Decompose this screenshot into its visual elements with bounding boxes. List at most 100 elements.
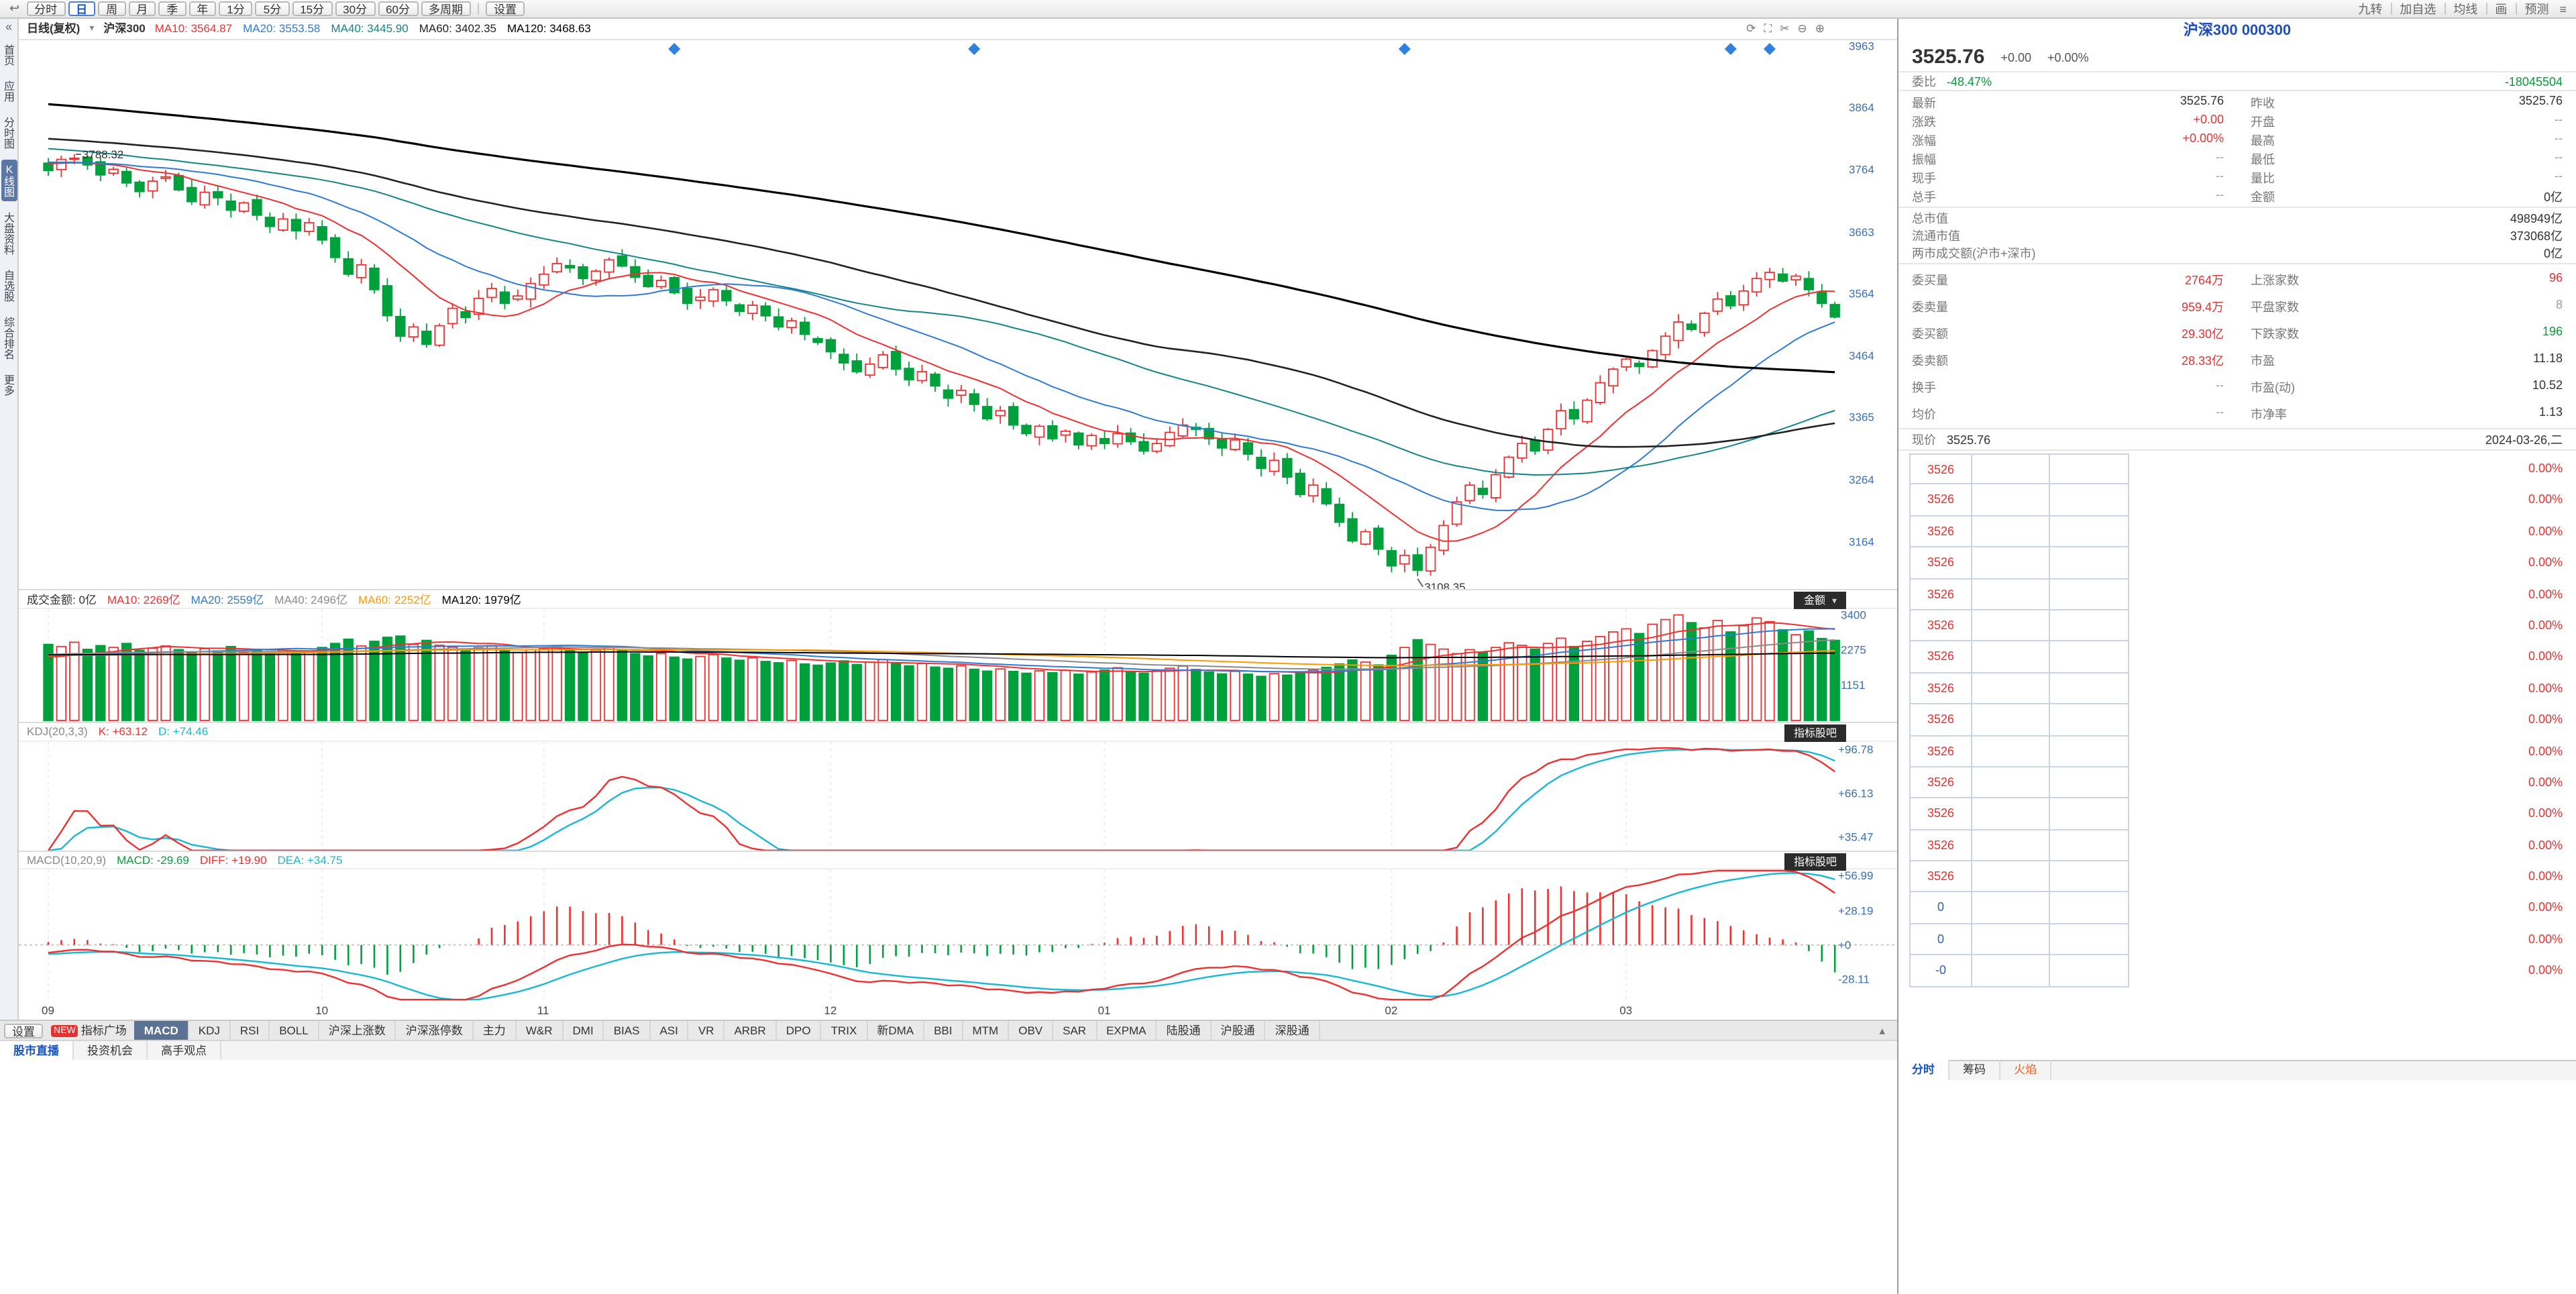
event-marker-icon[interactable] xyxy=(1724,42,1737,55)
symbol-title[interactable]: 沪深300 000300 xyxy=(1898,19,2576,43)
quote-tab-火焰[interactable]: 火焰 xyxy=(2000,1060,2052,1080)
indicator-tab-W&R[interactable]: W&R xyxy=(517,1020,564,1040)
candlesticks[interactable] xyxy=(43,154,1840,576)
period-button-设置[interactable]: 设置 xyxy=(486,1,525,16)
indicator-tab-ARBR[interactable]: ARBR xyxy=(724,1020,777,1040)
indicator-tab-OBV[interactable]: OBV xyxy=(1009,1020,1054,1040)
macd-pane[interactable]: +56.99 +28.19 +0 -28.11 xyxy=(19,869,1897,1002)
macd-title[interactable]: MACD(10,20,9) xyxy=(27,853,107,867)
zoom-out-icon[interactable]: ⊖ xyxy=(1797,21,1807,35)
period-button-1分[interactable]: 1分 xyxy=(219,1,253,16)
quote-tab-筹码[interactable]: 筹码 xyxy=(1949,1060,2001,1080)
sidebar-item-应用[interactable]: 应用 xyxy=(3,80,15,102)
ma20-line xyxy=(48,161,1835,511)
content-tab-高手观点[interactable]: 高手观点 xyxy=(148,1040,222,1061)
auction-price: 3526 xyxy=(1911,579,1972,609)
indicator-tab-沪深上涨数[interactable]: 沪深上涨数 xyxy=(319,1020,396,1040)
indicator-forum-label: 指标股吧 xyxy=(1794,726,1837,739)
menu-icon[interactable]: ≡ xyxy=(2559,2,2567,15)
event-marker-icon[interactable] xyxy=(1398,42,1411,55)
indicator-tab-RSI[interactable]: RSI xyxy=(231,1020,270,1040)
zoom-in-icon[interactable]: ⊕ xyxy=(1815,21,1825,35)
sidebar-item-分时图[interactable]: 分时图 xyxy=(3,117,15,149)
cut-icon[interactable]: ✂ xyxy=(1780,21,1790,35)
kdj-pane[interactable]: +96.78 +66.13 +35.47 xyxy=(19,741,1897,852)
indicator-tab-BOLL[interactable]: BOLL xyxy=(270,1020,319,1040)
period-button-周[interactable]: 周 xyxy=(98,1,126,16)
period-button-分时[interactable]: 分时 xyxy=(26,1,66,16)
collapse-sidebar-icon[interactable]: « xyxy=(5,20,12,34)
sidebar-item-K线图[interactable]: K线图 xyxy=(1,160,17,201)
indicator-tab-深股通[interactable]: 深股通 xyxy=(1266,1020,1320,1040)
content-tab-投资机会[interactable]: 投资机会 xyxy=(74,1040,148,1061)
indicator-tab-EXPMA[interactable]: EXPMA xyxy=(1097,1020,1157,1040)
indicator-tab-沪股通[interactable]: 沪股通 xyxy=(1212,1020,1266,1040)
ma60-line xyxy=(48,138,1835,448)
amount-dropdown[interactable]: 金额 ▾ xyxy=(1794,592,1846,610)
period-mode-label[interactable]: 日线(复权) xyxy=(27,21,80,36)
collapse-indicator-icon[interactable]: ▴ xyxy=(1879,1023,1885,1036)
symbol-label[interactable]: 沪深300 xyxy=(103,21,146,36)
volume-pane[interactable]: 3400 2275 1151 xyxy=(19,609,1897,723)
time-axis: 09 10 11 12 01 02 03 xyxy=(19,1001,1897,1020)
event-marker-icon[interactable] xyxy=(668,42,681,55)
indicator-forum-button[interactable]: 指标股吧 xyxy=(1784,853,1846,871)
period-button-多周期[interactable]: 多周期 xyxy=(421,1,472,16)
indicator-tab-SAR[interactable]: SAR xyxy=(1053,1020,1097,1040)
indicator-tab-BIAS[interactable]: BIAS xyxy=(604,1020,651,1040)
quote-row: 均价 -- 市净率 1.13 xyxy=(1898,400,2576,427)
period-button-5分[interactable]: 5分 xyxy=(255,1,290,16)
auction-row: 3526 0.00% xyxy=(1909,830,2568,862)
event-marker-icon[interactable] xyxy=(968,42,981,55)
tool-button-画[interactable]: 画 xyxy=(2495,3,2508,16)
quote-tab-分时[interactable]: 分时 xyxy=(1898,1060,1950,1080)
tool-button-预测[interactable]: 预测 xyxy=(2524,3,2549,16)
tool-button-九转[interactable]: 九转 xyxy=(2358,3,2383,16)
price-pane[interactable]: 3963 3864 3764 3663 3564 3464 3365 3264 3164 3788… xyxy=(19,40,1897,591)
refresh-icon[interactable]: ⟳ xyxy=(1746,21,1756,35)
indicator-plaza-button[interactable]: NEW 指标广场 xyxy=(43,1022,135,1038)
indicator-forum-button[interactable]: 指标股吧 xyxy=(1784,724,1846,742)
period-button-30分[interactable]: 30分 xyxy=(335,1,376,16)
period-button-月[interactable]: 月 xyxy=(128,1,156,16)
content-tab-股市直播[interactable]: 股市直播 xyxy=(0,1040,74,1061)
indicator-tab-DPO[interactable]: DPO xyxy=(777,1020,822,1040)
sidebar-item-综合排名[interactable]: 综合排名 xyxy=(3,317,15,360)
indicator-tab-TRIX[interactable]: TRIX xyxy=(822,1020,868,1040)
tool-button-均线[interactable]: 均线 xyxy=(2453,3,2478,16)
auction-cell xyxy=(2050,736,2128,766)
period-button-日[interactable]: 日 xyxy=(68,1,96,16)
indicator-tab-KDJ[interactable]: KDJ xyxy=(189,1020,231,1040)
auction-cell xyxy=(2050,767,2128,798)
sidebar-item-大盘资料[interactable]: 大盘资料 xyxy=(3,212,15,255)
auction-row: 3526 0.00% xyxy=(1909,736,2568,767)
back-arrow-icon[interactable]: ↩ xyxy=(9,1,20,15)
period-button-年[interactable]: 年 xyxy=(189,1,217,16)
indicator-tab-DMI[interactable]: DMI xyxy=(564,1020,604,1040)
indicator-tab-沪深涨停数[interactable]: 沪深涨停数 xyxy=(396,1020,474,1040)
indicator-settings-button[interactable]: 设置 xyxy=(4,1023,44,1038)
auction-grid: 3526 xyxy=(1909,484,2129,517)
tool-button-加自选[interactable]: 加自选 xyxy=(2400,3,2436,16)
sidebar-item-自选股[interactable]: 自选股 xyxy=(3,270,15,302)
indicator-tab-MACD[interactable]: MACD xyxy=(134,1020,189,1040)
ma-legend: MA10: 3564.87 MA20: 3553.58 MA40: 3445.90 M… xyxy=(155,22,591,36)
indicator-tab-VR[interactable]: VR xyxy=(689,1020,725,1040)
auction-price: 3526 xyxy=(1911,610,1972,641)
field-value: 8 xyxy=(2555,297,2563,311)
event-marker-icon[interactable] xyxy=(1764,42,1776,55)
field-value: 373068亿 xyxy=(2510,229,2563,243)
sidebar-item-首页[interactable]: 首页 xyxy=(3,44,15,66)
indicator-tab-MTM[interactable]: MTM xyxy=(963,1020,1010,1040)
period-button-季[interactable]: 季 xyxy=(158,1,186,16)
indicator-tab-主力[interactable]: 主力 xyxy=(474,1020,517,1040)
indicator-tab-BBI[interactable]: BBI xyxy=(924,1020,963,1040)
kdj-title[interactable]: KDJ(20,3,3) xyxy=(27,724,88,739)
indicator-tab-陆股通[interactable]: 陆股通 xyxy=(1157,1020,1212,1040)
fullscreen-icon[interactable]: ⛶ xyxy=(1764,21,1772,35)
period-button-60分[interactable]: 60分 xyxy=(378,1,419,16)
indicator-tab-ASI[interactable]: ASI xyxy=(650,1020,689,1040)
period-button-15分[interactable]: 15分 xyxy=(292,1,333,16)
sidebar-item-更多[interactable]: 更多 xyxy=(3,374,15,396)
indicator-tab-新DMA[interactable]: 新DMA xyxy=(867,1020,925,1040)
